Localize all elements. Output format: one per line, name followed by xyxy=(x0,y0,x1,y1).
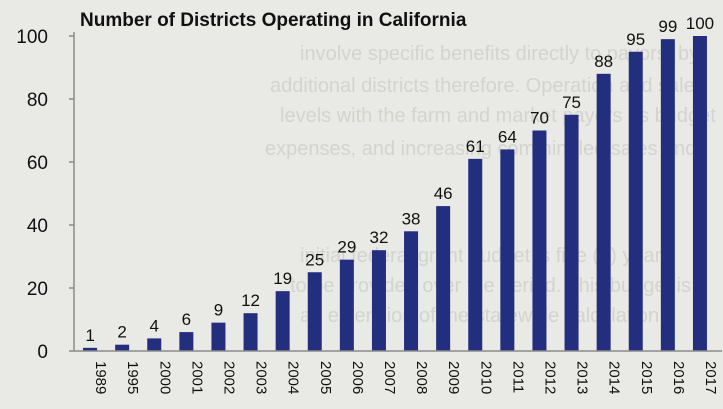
bar-value-label: 1 xyxy=(85,326,94,345)
y-tick-label: 60 xyxy=(27,153,48,174)
bar xyxy=(371,250,386,351)
x-tick-label: 2000 xyxy=(156,361,173,394)
bar-value-label: 64 xyxy=(498,127,517,146)
bar xyxy=(275,291,290,351)
bar xyxy=(500,149,515,351)
y-tick-label: 0 xyxy=(37,342,48,363)
bar xyxy=(243,313,258,351)
y-tick-label: 40 xyxy=(27,216,48,237)
x-tick-label: 2003 xyxy=(253,361,270,394)
svg-text:expenses, and increasing commi: expenses, and increasing commingled sale… xyxy=(265,138,696,160)
bar-value-label: 4 xyxy=(150,316,159,335)
x-tick-label: 2017 xyxy=(702,361,719,394)
bar xyxy=(596,73,611,352)
bar xyxy=(436,206,451,351)
bar-value-label: 61 xyxy=(466,137,485,156)
x-tick-label: 2014 xyxy=(606,361,623,394)
x-tick-label: 2011 xyxy=(509,361,526,393)
bar-value-label: 99 xyxy=(658,17,677,36)
x-tick-label: 2005 xyxy=(317,361,334,394)
svg-text:involve specific benefits dire: involve specific benefits directly to pa… xyxy=(300,43,699,65)
x-tick-label: 2016 xyxy=(670,361,687,394)
bar xyxy=(692,36,707,351)
bar-value-label: 19 xyxy=(273,269,292,288)
bar xyxy=(532,130,547,351)
bar xyxy=(339,259,354,351)
svg-text:additional districts therefore: additional districts therefore. Operatio… xyxy=(270,75,705,97)
bar-value-label: 12 xyxy=(241,291,260,310)
y-tick-label: 80 xyxy=(27,90,48,111)
bar-value-label: 9 xyxy=(214,301,223,320)
bar xyxy=(147,338,162,351)
bar xyxy=(660,39,675,352)
bar-value-label: 32 xyxy=(369,228,388,247)
x-axis: 1989 1995 2000 2001 2002 2003 2004 2005 2006 2007… xyxy=(74,350,722,394)
bar-value-label: 2 xyxy=(117,323,126,342)
bar-value-label: 6 xyxy=(182,310,191,329)
bar-value-label: 38 xyxy=(402,209,421,228)
bar xyxy=(404,231,419,351)
bar-series xyxy=(83,36,707,352)
y-tick-label: 100 xyxy=(16,27,48,48)
bar xyxy=(83,347,98,351)
y-tick-label: 20 xyxy=(27,279,48,300)
x-tick-label: 2008 xyxy=(413,361,430,394)
bar xyxy=(211,322,226,351)
bar-value-label: 25 xyxy=(305,250,324,269)
x-tick-label: 2001 xyxy=(188,361,205,394)
x-tick-label: 1989 xyxy=(92,361,109,394)
bar xyxy=(307,272,322,351)
y-axis: 0 20 40 60 80 100 xyxy=(16,27,75,363)
bar-value-label: 95 xyxy=(626,30,645,49)
bar xyxy=(468,158,483,351)
bar xyxy=(179,332,194,351)
chart-title: Number of Districts Operating in Califor… xyxy=(80,10,467,31)
bar-value-label: 88 xyxy=(594,52,613,71)
bar xyxy=(564,114,579,351)
bar-value-label: 70 xyxy=(530,109,549,128)
x-tick-label: 2009 xyxy=(445,361,462,394)
bar-value-label: 46 xyxy=(434,184,453,203)
bar xyxy=(628,51,643,351)
x-tick-label: 2013 xyxy=(574,361,591,394)
bar-value-label: 75 xyxy=(562,93,581,112)
x-tick-label: 2004 xyxy=(285,361,302,394)
x-tick-label: 2012 xyxy=(541,361,558,394)
svg-text:to be provided over the period: to be provided over the period. This bud… xyxy=(290,275,691,297)
x-tick-label: 2007 xyxy=(381,361,398,394)
x-tick-label: 2015 xyxy=(638,361,655,394)
x-tick-label: 2010 xyxy=(477,361,494,394)
bar-value-label: 100 xyxy=(686,14,714,33)
x-tick-label: 1995 xyxy=(124,361,141,394)
bar-value-label: 29 xyxy=(337,238,356,257)
x-tick-label: 2002 xyxy=(220,361,237,394)
x-tick-label: 2006 xyxy=(349,361,366,394)
bar xyxy=(115,344,130,351)
